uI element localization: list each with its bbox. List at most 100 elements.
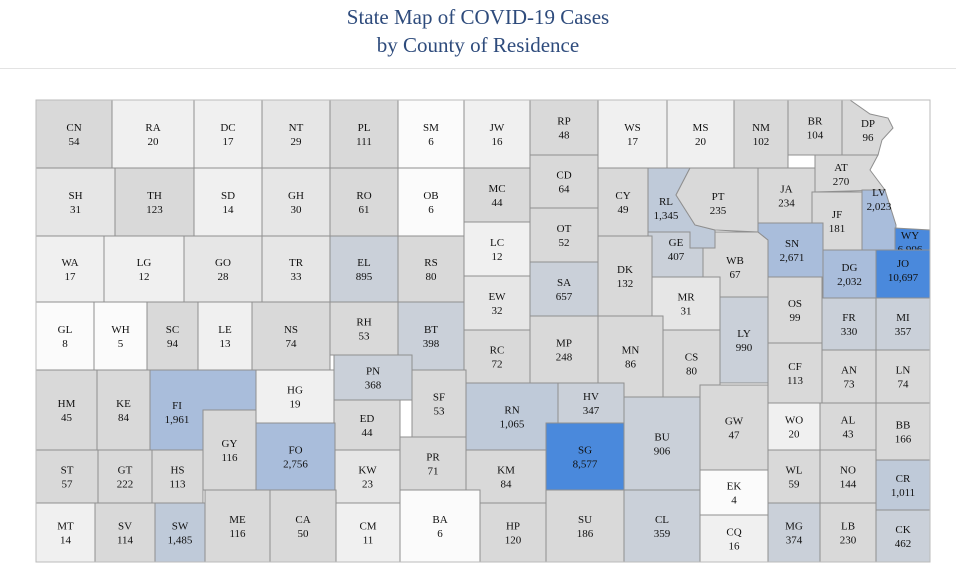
county-ek[interactable]: EK 4 xyxy=(699,469,769,516)
county-shape[interactable] xyxy=(333,399,401,451)
county-shape[interactable] xyxy=(103,235,185,303)
county-shape[interactable] xyxy=(875,459,931,511)
county-shape[interactable] xyxy=(463,167,531,223)
county-shape[interactable] xyxy=(97,449,153,504)
county-shape[interactable] xyxy=(329,99,399,169)
county-mc[interactable]: MC 44 xyxy=(463,167,531,223)
county-shape[interactable] xyxy=(463,99,531,169)
county-shape[interactable] xyxy=(261,167,331,237)
county-rn[interactable]: RN 1,065 xyxy=(465,382,559,451)
county-pt[interactable]: PT 235 xyxy=(675,167,759,233)
county-shape[interactable] xyxy=(545,422,625,491)
county-fr[interactable]: FR 330 xyxy=(821,297,877,351)
county-ke[interactable]: KE 84 xyxy=(96,369,151,451)
county-ra[interactable]: RA 20 xyxy=(111,99,195,169)
county-shape[interactable] xyxy=(479,502,547,563)
county-sh[interactable]: SH 31 xyxy=(35,167,116,237)
county-kw[interactable]: KW 23 xyxy=(334,449,401,504)
county-sg[interactable]: SG 8,577 xyxy=(545,422,625,491)
county-shape[interactable] xyxy=(814,154,886,193)
county-bb[interactable]: BB 166 xyxy=(875,402,931,461)
county-shape[interactable] xyxy=(597,235,653,317)
county-shape[interactable] xyxy=(397,167,465,237)
county-cr[interactable]: CR 1,011 xyxy=(875,459,931,511)
county-mp[interactable]: MP 248 xyxy=(529,315,599,384)
county-cf[interactable]: CF 113 xyxy=(767,342,823,404)
county-cn[interactable]: CN 54 xyxy=(35,99,113,169)
county-shape[interactable] xyxy=(204,489,271,563)
county-pr[interactable]: PR 71 xyxy=(399,436,467,491)
county-shape[interactable] xyxy=(35,369,98,451)
county-shape[interactable] xyxy=(193,167,263,237)
county-dg[interactable]: DG 2,032 xyxy=(822,249,877,299)
county-su[interactable]: SU 186 xyxy=(545,489,625,563)
county-ed[interactable]: ED 44 xyxy=(333,399,401,451)
county-shape[interactable] xyxy=(397,99,465,169)
county-shape[interactable] xyxy=(623,489,701,563)
county-sn[interactable]: SN 2,671 xyxy=(757,222,824,278)
county-al[interactable]: AL 43 xyxy=(819,402,877,451)
county-shape[interactable] xyxy=(821,297,877,351)
county-shape[interactable] xyxy=(146,301,199,371)
county-sa[interactable]: SA 657 xyxy=(529,261,599,317)
county-hv[interactable]: HV 347 xyxy=(557,382,625,424)
county-shape[interactable] xyxy=(193,99,263,169)
county-shape[interactable] xyxy=(96,369,151,451)
county-ja[interactable]: JA 234 xyxy=(757,167,816,224)
county-sf[interactable]: SF 53 xyxy=(411,369,467,438)
county-shape[interactable] xyxy=(463,275,531,331)
county-shape[interactable] xyxy=(529,207,599,263)
county-sm[interactable]: SM 6 xyxy=(397,99,465,169)
county-cl[interactable]: CL 359 xyxy=(623,489,701,563)
county-nt[interactable]: NT 29 xyxy=(261,99,331,169)
county-shape[interactable] xyxy=(875,509,931,563)
county-lg[interactable]: LG 12 xyxy=(103,235,185,303)
county-shape[interactable] xyxy=(767,276,823,344)
county-shape[interactable] xyxy=(35,99,113,169)
county-shape[interactable] xyxy=(261,235,331,303)
county-shape[interactable] xyxy=(819,502,877,563)
county-gl[interactable]: GL 8 xyxy=(35,301,95,371)
county-ns[interactable]: NS 74 xyxy=(251,301,331,371)
county-shape[interactable] xyxy=(255,369,335,424)
county-dc[interactable]: DC 17 xyxy=(193,99,263,169)
county-hg[interactable]: HG 19 xyxy=(255,369,335,424)
county-wl[interactable]: WL 59 xyxy=(767,449,821,504)
county-shape[interactable] xyxy=(154,502,206,563)
county-ms[interactable]: MS 20 xyxy=(666,99,735,169)
county-shape[interactable] xyxy=(334,449,401,504)
county-shape[interactable] xyxy=(329,301,399,356)
county-el[interactable]: EL 895 xyxy=(329,235,399,303)
county-cq[interactable]: CQ 16 xyxy=(699,514,769,563)
county-no[interactable]: NO 144 xyxy=(819,449,877,504)
county-shape[interactable] xyxy=(719,296,769,384)
county-mt[interactable]: MT 14 xyxy=(35,502,96,563)
county-shape[interactable] xyxy=(251,301,331,371)
county-shape[interactable] xyxy=(597,167,649,237)
county-gw[interactable]: GW 47 xyxy=(699,384,769,471)
county-shape[interactable] xyxy=(35,502,96,563)
county-shape[interactable] xyxy=(529,315,599,384)
county-dk[interactable]: DK 132 xyxy=(597,235,653,317)
county-cd[interactable]: CD 64 xyxy=(529,154,599,209)
county-shape[interactable] xyxy=(411,369,467,438)
county-shape[interactable] xyxy=(767,449,821,504)
county-shape[interactable] xyxy=(699,469,769,516)
county-go[interactable]: GO 28 xyxy=(183,235,263,303)
county-lc[interactable]: LC 12 xyxy=(463,221,531,277)
county-th[interactable]: TH 123 xyxy=(114,167,195,237)
county-rs[interactable]: RS 80 xyxy=(397,235,465,303)
county-sv[interactable]: SV 114 xyxy=(94,502,156,563)
county-shape[interactable] xyxy=(767,402,821,451)
county-shape[interactable] xyxy=(757,222,824,278)
county-shape[interactable] xyxy=(875,297,931,351)
county-bu[interactable]: BU 906 xyxy=(623,396,701,491)
county-shape[interactable] xyxy=(545,489,625,563)
county-an[interactable]: AN 73 xyxy=(821,349,877,404)
county-shape[interactable] xyxy=(819,449,877,504)
county-shape[interactable] xyxy=(93,301,148,371)
county-tr[interactable]: TR 33 xyxy=(261,235,331,303)
county-cy[interactable]: CY 49 xyxy=(597,167,649,237)
county-mi[interactable]: MI 357 xyxy=(875,297,931,351)
county-shape[interactable] xyxy=(733,99,789,169)
